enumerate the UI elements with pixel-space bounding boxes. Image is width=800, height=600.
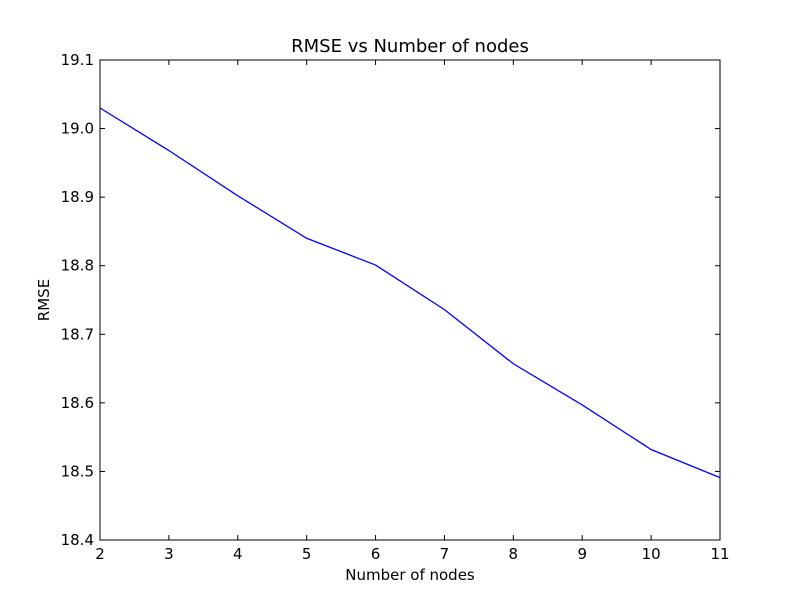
y-tick-label: 18.5 [61,462,94,480]
y-tick-label: 18.8 [61,257,94,275]
x-tick-label: 5 [302,545,312,563]
plot-frame [99,59,721,541]
y-tick-label: 19.1 [61,51,94,69]
x-tick-label: 6 [371,545,381,563]
y-tick-label: 18.4 [61,531,94,549]
x-tick-label: 11 [710,545,729,563]
x-tick-label: 8 [509,545,519,563]
y-tick-label: 18.6 [61,394,94,412]
y-tick-label: 18.7 [61,325,94,343]
series-line [99,107,721,479]
x-tick-label: 10 [642,545,661,563]
chart-title: RMSE vs Number of nodes [291,36,529,57]
x-axis-label: Number of nodes [345,566,475,584]
plot-area: 2 3 4 5 6 7 8 9 10 11 18.4 18.5 18.6 18.7 18.8 18.9 19.0… [61,51,730,563]
x-tick-label: 7 [440,545,450,563]
y-axis-label: RMSE [35,279,53,321]
x-tick-label: 9 [577,545,587,563]
y-tick-label: 19.0 [61,120,94,138]
x-tick-label: 4 [233,545,243,563]
y-tick-label: 18.9 [61,188,94,206]
x-tick-label: 3 [164,545,174,563]
x-tick-label: 2 [95,545,105,563]
